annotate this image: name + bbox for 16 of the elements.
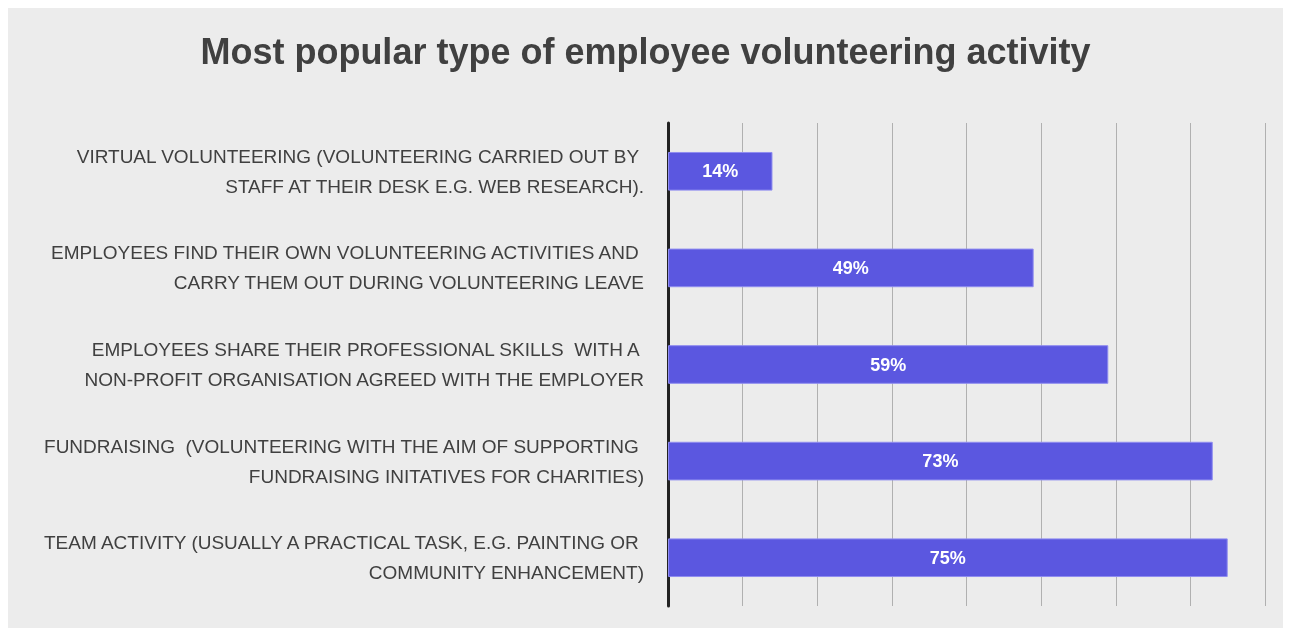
data-label: 14% xyxy=(702,161,739,182)
y-tick-label: FUNDRAISING (VOLUNTEERING WITH THE AIM OF SUPPORTING FUNDRAISING INITATIVES FOR CHARITIES) xyxy=(44,435,644,487)
y-tick-label: EMPLOYEES SHARE THEIR PROFESSIONAL SKILLS WITH A NON-PROFIT ORGANISATION AGREED WITH THE EMPLOYER xyxy=(84,339,644,390)
bar xyxy=(668,538,1228,578)
data-label: 49% xyxy=(832,257,869,278)
y-tick-label: EMPLOYEES FIND THEIR OWN VOLUNTEERING ACTIVITIES AND CARRY THEM OUT DURING VOLUNTEERING LEAVE xyxy=(51,242,644,294)
y-tick-label: VIRTUAL VOLUNTEERING (VOLUNTEERING CARRIED OUT BY STAFF AT THEIR DESK E.G. WEB RESEARCH). xyxy=(76,145,644,197)
bar xyxy=(668,151,773,191)
bar xyxy=(668,345,1109,384)
data-label: 59% xyxy=(870,354,907,375)
data-label: 73% xyxy=(922,451,959,472)
chart-title: Most popular type of employee volunteering activity xyxy=(200,30,1091,72)
bar xyxy=(668,441,1213,481)
bar xyxy=(668,248,1034,288)
y-tick-label: TEAM ACTIVITY (USUALLY A PRACTICAL TASK, E.G. PAINTING OR COMMUNITY ENHANCEMENT) xyxy=(43,532,644,584)
data-label: 75% xyxy=(929,547,966,568)
